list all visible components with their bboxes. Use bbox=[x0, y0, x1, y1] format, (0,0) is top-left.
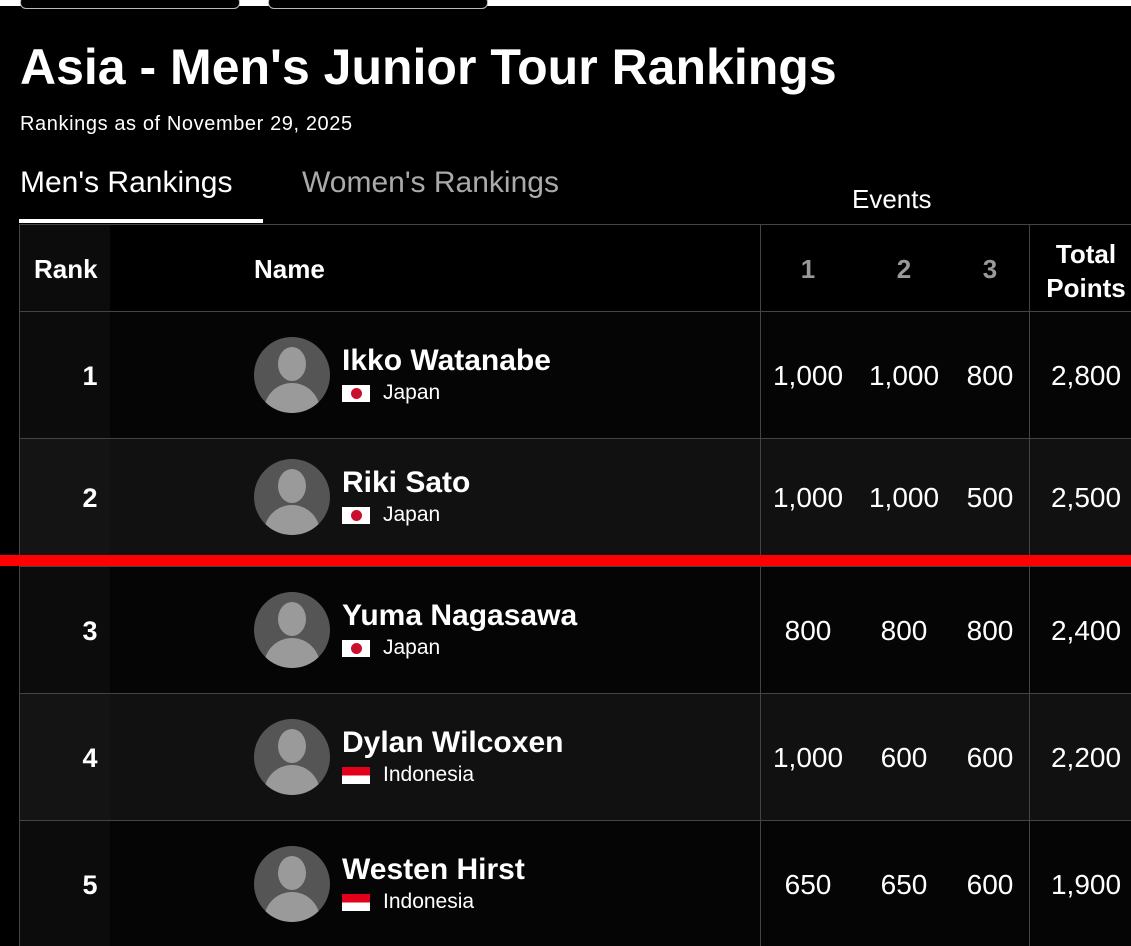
border bbox=[19, 224, 1131, 225]
column-header: 2 bbox=[896, 254, 912, 284]
tab-active[interactable]: Men's Rankings bbox=[20, 166, 233, 199]
silhouette bbox=[264, 891, 320, 922]
avatar bbox=[254, 458, 330, 535]
button[interactable] bbox=[20, 0, 240, 9]
tab-underline bbox=[19, 219, 263, 223]
event-points: 1,000 bbox=[868, 359, 940, 391]
page-title: Asia - Men's Junior Tour Rankings bbox=[20, 39, 837, 95]
header-cell bbox=[19, 225, 110, 311]
event-points: 600 bbox=[880, 741, 928, 773]
rank-cell bbox=[19, 312, 110, 438]
silhouette bbox=[278, 468, 306, 503]
silhouette bbox=[278, 346, 306, 381]
event-points: 800 bbox=[966, 359, 1014, 391]
event-points: 600 bbox=[966, 741, 1014, 773]
total-points: 2,400 bbox=[1050, 614, 1122, 646]
silhouette bbox=[278, 728, 306, 763]
silhouette bbox=[264, 764, 320, 795]
rank-cell bbox=[19, 694, 110, 820]
avatar bbox=[254, 591, 330, 668]
row bbox=[19, 438, 1131, 555]
athlete-name[interactable]: Yuma Nagasawa bbox=[342, 598, 578, 632]
flag-dot bbox=[351, 509, 362, 521]
row bbox=[19, 566, 1131, 693]
silhouette bbox=[264, 637, 320, 668]
total-points: 2,800 bbox=[1050, 359, 1122, 391]
athlete-name[interactable]: Westen Hirst bbox=[342, 852, 525, 886]
country: Japan bbox=[383, 635, 441, 659]
avatar bbox=[254, 718, 330, 795]
event-points: 1,000 bbox=[772, 481, 844, 513]
column-border bbox=[1029, 224, 1030, 946]
rank-cell bbox=[19, 439, 110, 555]
tab[interactable]: Women's Rankings bbox=[302, 166, 559, 199]
row bbox=[19, 693, 1131, 820]
silhouette bbox=[278, 601, 306, 636]
athlete-name[interactable]: Dylan Wilcoxen bbox=[342, 725, 564, 759]
silhouette bbox=[278, 855, 306, 890]
column-header: Total Points bbox=[1046, 239, 1126, 303]
rank: 2 bbox=[82, 482, 98, 513]
top-strip bbox=[0, 0, 1131, 6]
silhouette bbox=[264, 382, 320, 413]
total-points: 2,200 bbox=[1050, 741, 1122, 773]
country: Indonesia bbox=[383, 889, 475, 913]
flag bbox=[342, 766, 370, 784]
event-points: 1,000 bbox=[772, 359, 844, 391]
flag bbox=[342, 893, 370, 911]
flag bbox=[342, 384, 370, 402]
flag bbox=[342, 506, 370, 524]
rank-cell bbox=[19, 567, 110, 693]
column-header: Name bbox=[254, 254, 325, 284]
total-points: 2,500 bbox=[1050, 481, 1122, 513]
event-points: 800 bbox=[880, 614, 928, 646]
event-points: 650 bbox=[784, 868, 832, 900]
row bbox=[19, 820, 1131, 946]
total-points: 1,900 bbox=[1050, 868, 1122, 900]
event-points: 800 bbox=[966, 614, 1014, 646]
column-border bbox=[760, 224, 761, 946]
rank: 3 bbox=[82, 615, 98, 646]
flag-dot bbox=[351, 642, 362, 654]
subtitle: Rankings as of November 29, 2025 bbox=[20, 113, 353, 135]
event-points: 1,000 bbox=[772, 741, 844, 773]
country: Japan bbox=[383, 380, 441, 404]
column-header: Rank bbox=[34, 254, 98, 284]
country: Japan bbox=[383, 502, 441, 526]
table-border bbox=[19, 224, 20, 946]
flag-dot bbox=[351, 387, 362, 399]
rank: 5 bbox=[82, 869, 98, 900]
column-header: 3 bbox=[982, 254, 998, 284]
cutoff-line bbox=[0, 555, 1131, 566]
rank-cell bbox=[19, 821, 110, 946]
event-points: 1,000 bbox=[868, 481, 940, 513]
avatar bbox=[254, 336, 330, 413]
avatar bbox=[254, 845, 330, 922]
group-header: Events bbox=[852, 184, 932, 214]
column-header: 1 bbox=[800, 254, 816, 284]
athlete-name[interactable]: Riki Sato bbox=[342, 465, 471, 499]
event-points: 600 bbox=[966, 868, 1014, 900]
country: Indonesia bbox=[383, 762, 475, 786]
rank: 4 bbox=[82, 742, 98, 773]
button[interactable] bbox=[268, 0, 488, 9]
silhouette bbox=[264, 504, 320, 535]
rank: 1 bbox=[82, 360, 98, 391]
event-points: 800 bbox=[784, 614, 832, 646]
flag bbox=[342, 639, 370, 657]
row bbox=[19, 311, 1131, 438]
athlete-name[interactable]: Ikko Watanabe bbox=[342, 343, 551, 377]
event-points: 500 bbox=[966, 481, 1014, 513]
event-points: 650 bbox=[880, 868, 928, 900]
